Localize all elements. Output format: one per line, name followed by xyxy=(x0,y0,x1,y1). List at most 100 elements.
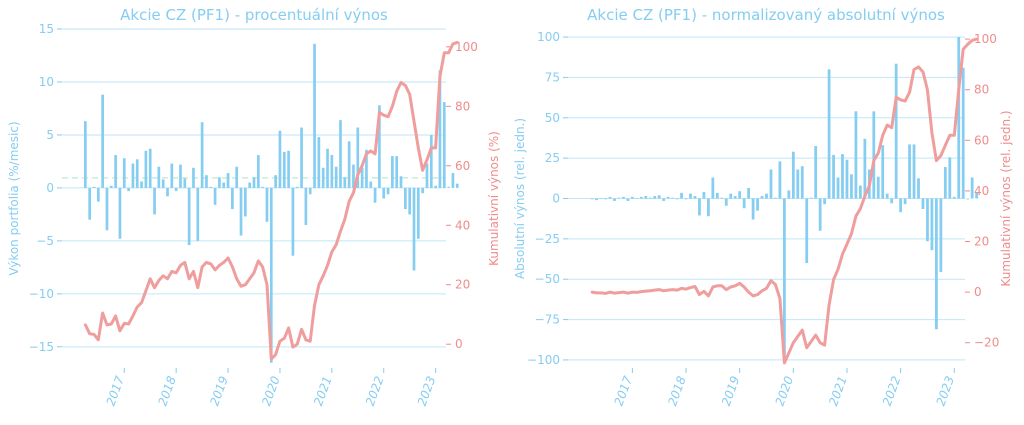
bar xyxy=(373,187,377,203)
bar xyxy=(680,192,683,199)
bar xyxy=(698,198,701,216)
y-tick-label: 10 xyxy=(39,75,54,89)
bar xyxy=(885,193,889,199)
bar xyxy=(961,67,965,199)
bar xyxy=(590,198,594,200)
bar xyxy=(235,166,239,188)
bar xyxy=(800,166,804,199)
y2-tick-label: 60 xyxy=(455,159,470,173)
x-tick-label: 2020 xyxy=(773,374,797,408)
bar xyxy=(702,192,706,199)
bar xyxy=(196,187,200,241)
bar xyxy=(395,156,399,188)
bar xyxy=(166,187,169,197)
x-tick-label: 2018 xyxy=(665,374,689,408)
bar xyxy=(662,198,666,201)
bar xyxy=(787,190,791,199)
bar xyxy=(926,198,929,242)
bar xyxy=(269,187,273,363)
x-tick-label: 2018 xyxy=(155,374,179,408)
bar xyxy=(135,159,139,188)
bar xyxy=(729,193,733,199)
x-tick-label: 2017 xyxy=(103,374,127,408)
bar xyxy=(295,186,299,188)
bar xyxy=(313,43,316,188)
y2-tick-label: 80 xyxy=(974,83,989,97)
bar xyxy=(317,137,321,188)
bar xyxy=(630,196,634,199)
bar xyxy=(791,151,795,199)
bar xyxy=(872,111,876,199)
bar xyxy=(648,197,652,199)
bar xyxy=(109,185,113,188)
bar xyxy=(261,186,264,188)
y2-tick-label: 0 xyxy=(974,285,982,299)
bar xyxy=(693,196,697,199)
bar xyxy=(666,196,670,199)
bar xyxy=(378,105,381,188)
bar xyxy=(957,37,961,199)
bar xyxy=(970,177,974,199)
bar xyxy=(148,148,152,188)
y-tick-label: −50 xyxy=(535,272,560,286)
bar xyxy=(442,102,446,188)
bar xyxy=(751,198,755,220)
x-tick-label: 2017 xyxy=(612,374,636,408)
cumulative-line xyxy=(590,37,979,365)
bar xyxy=(644,196,648,199)
y2-axis-label: Kumulativní výnos (%) xyxy=(487,131,501,266)
bar xyxy=(858,185,862,199)
bar xyxy=(222,182,226,188)
bar xyxy=(256,155,260,188)
x-tick-label: 2022 xyxy=(363,374,387,407)
bar xyxy=(408,187,412,215)
bar xyxy=(455,183,459,188)
bar xyxy=(144,150,148,188)
bar xyxy=(876,176,880,199)
bar xyxy=(675,198,679,200)
y-tick-label: −10 xyxy=(29,287,54,301)
y2-tick-label: 20 xyxy=(455,278,470,292)
bar xyxy=(447,186,450,188)
bar xyxy=(347,141,351,188)
bar xyxy=(769,169,773,199)
bar xyxy=(339,120,342,188)
chart-panel-2: −100−75−50−250255075100−2002040608010020… xyxy=(513,6,1013,408)
x-tick-label: 2019 xyxy=(719,374,743,407)
bar xyxy=(114,155,117,188)
bar xyxy=(952,196,956,199)
bar xyxy=(756,198,759,211)
bar xyxy=(617,197,621,199)
bar xyxy=(854,111,858,199)
bar xyxy=(850,174,853,199)
bar xyxy=(774,197,777,199)
y-tick-label: 50 xyxy=(545,111,560,125)
bar xyxy=(365,149,368,188)
y2-tick-label: 100 xyxy=(974,32,997,46)
y-tick-label: 0 xyxy=(46,181,54,195)
y-tick-label: 5 xyxy=(46,128,54,142)
bar xyxy=(231,187,234,210)
bar xyxy=(205,175,208,188)
bar xyxy=(183,178,187,188)
bar xyxy=(635,198,639,199)
bar xyxy=(226,173,230,188)
bar xyxy=(438,70,442,188)
bar xyxy=(760,196,764,199)
bar xyxy=(200,122,204,188)
bar xyxy=(930,198,934,251)
bar xyxy=(863,138,867,199)
bar xyxy=(733,196,737,199)
y-tick-label: 25 xyxy=(545,151,560,165)
bar xyxy=(639,196,643,199)
bar xyxy=(434,185,437,188)
bar xyxy=(899,198,903,213)
bar xyxy=(179,164,182,188)
y-tick-label: −100 xyxy=(527,353,560,367)
bar xyxy=(265,187,269,222)
bar xyxy=(720,197,724,199)
y2-tick-label: 80 xyxy=(455,99,470,113)
bar xyxy=(706,198,710,217)
bar xyxy=(140,181,143,188)
bar xyxy=(684,198,688,200)
